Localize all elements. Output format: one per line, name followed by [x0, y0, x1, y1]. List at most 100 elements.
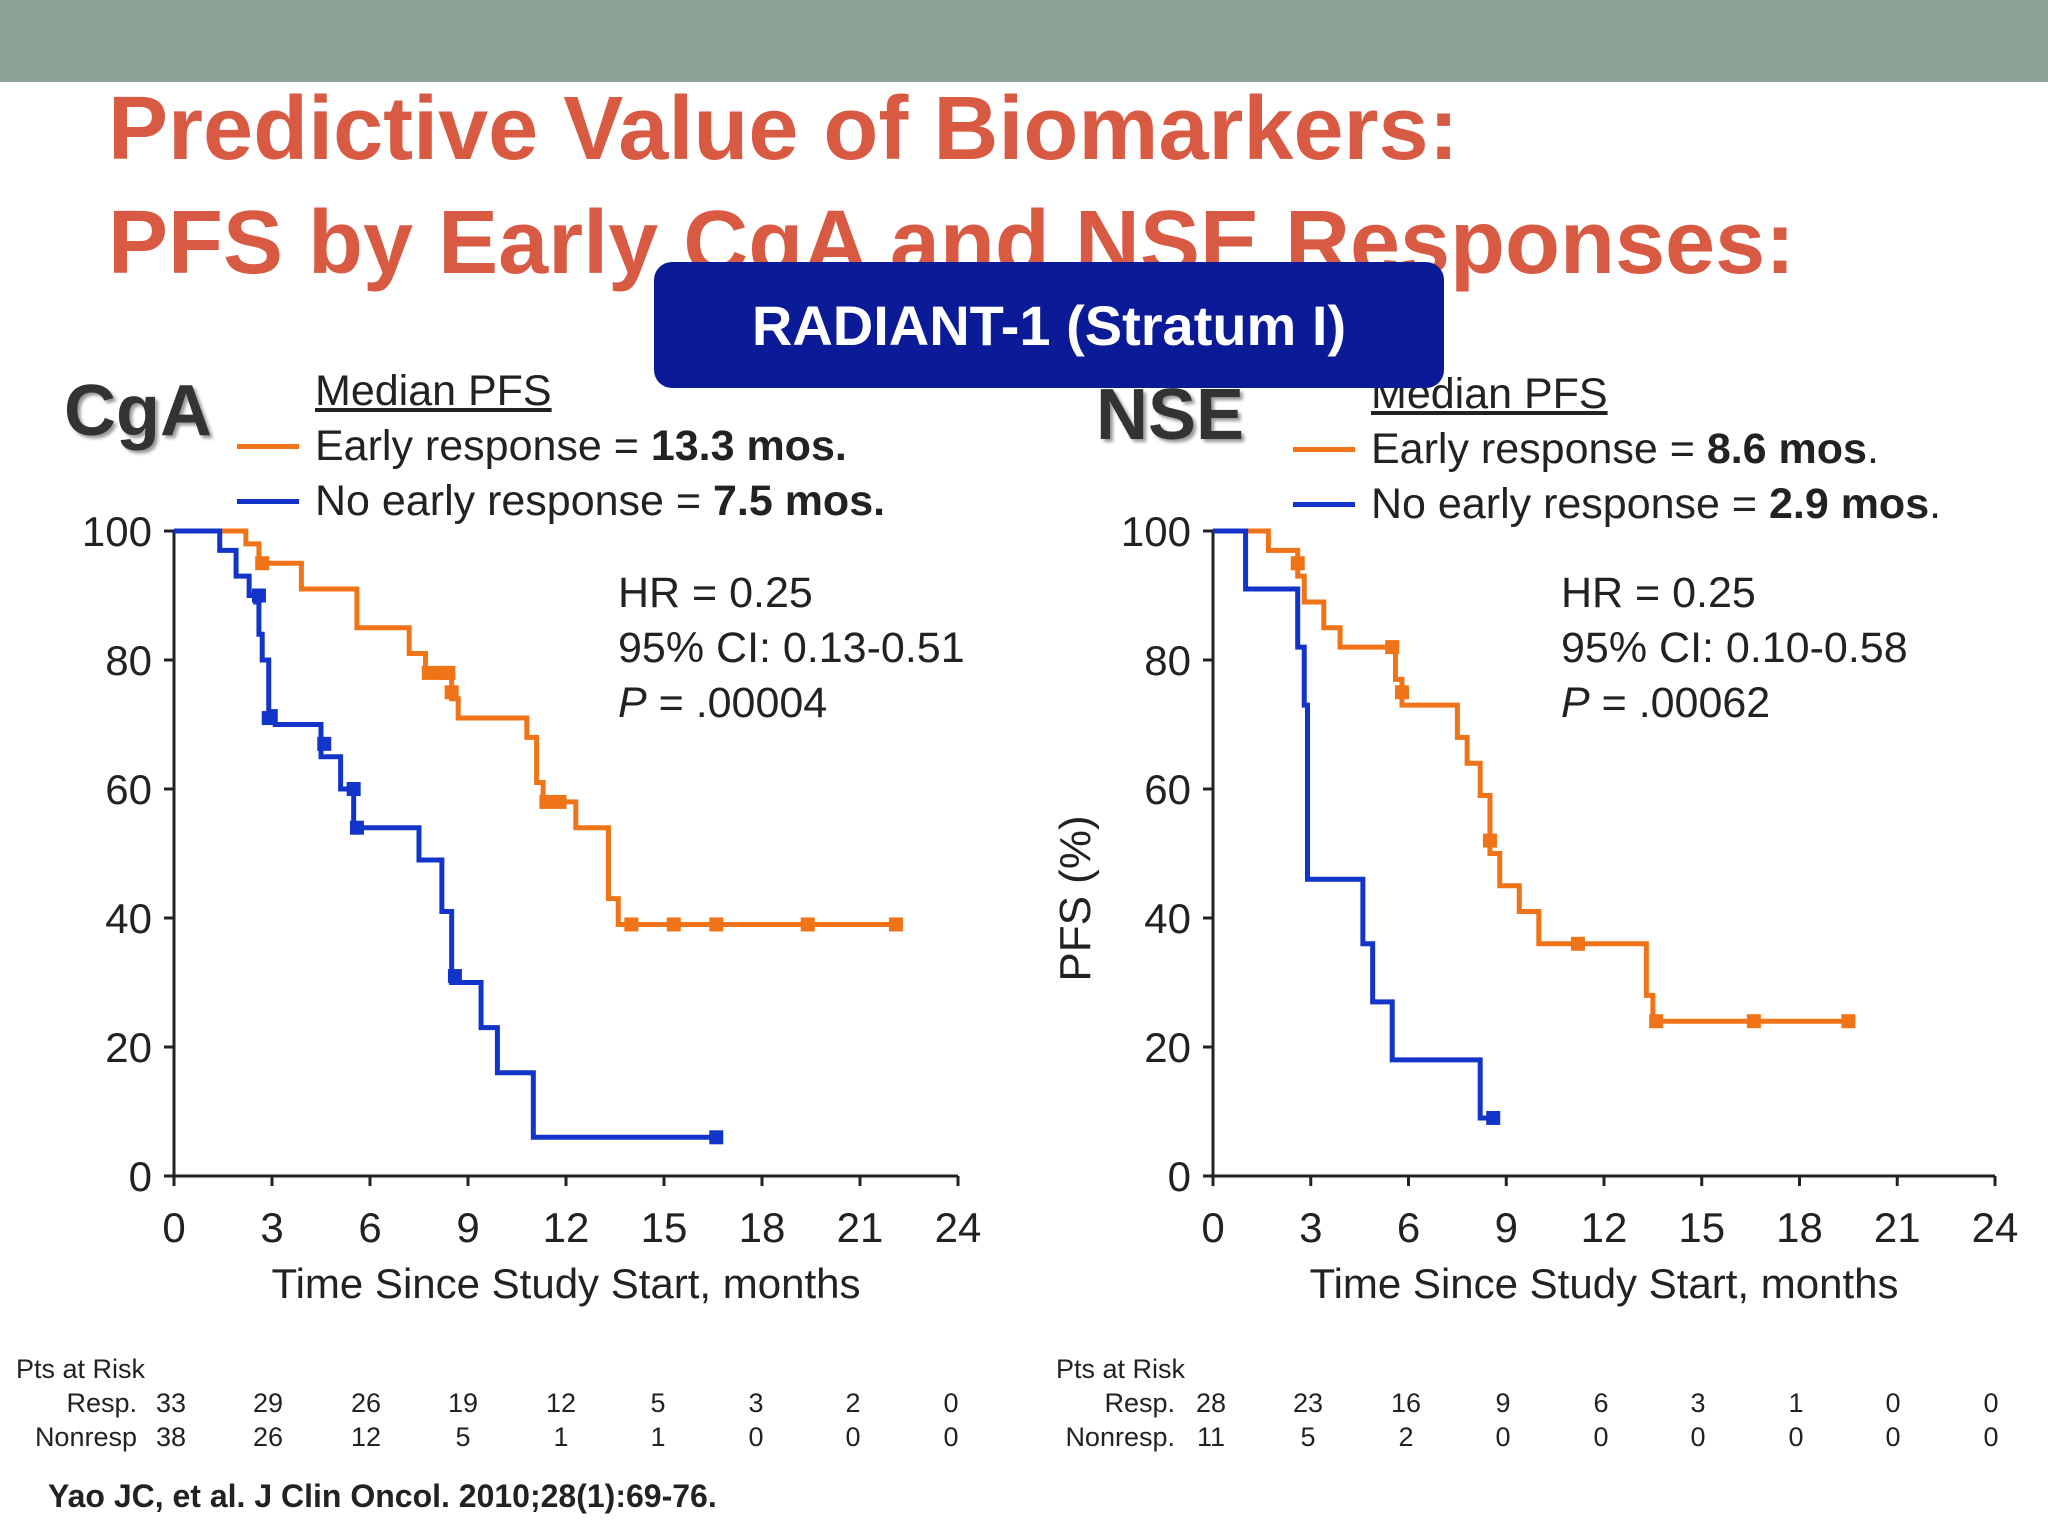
nse-legend-none-value: 2.9 mos — [1768, 480, 1930, 528]
x-tick-label: 12 — [543, 1204, 590, 1251]
blue-line-swatch — [237, 499, 299, 504]
censor-mark — [888, 917, 903, 932]
censor-mark — [1746, 1014, 1761, 1029]
censor-mark — [1570, 936, 1585, 951]
risk-value: 12 — [545, 1388, 577, 1418]
x-tick-label: 21 — [837, 1204, 884, 1251]
risk-value: 33 — [155, 1388, 187, 1418]
nse-legend-early-value: 8.6 mos — [1706, 425, 1867, 473]
risk-value: 0 — [1885, 1422, 1901, 1452]
y-tick-label: 40 — [1144, 895, 1191, 942]
hazard-ratio: HR = 0.25 — [1561, 569, 1756, 617]
censor-mark — [666, 917, 681, 932]
p-value-number: = .00062 — [1590, 679, 1771, 727]
risk-value: 11 — [1196, 1422, 1226, 1452]
y-tick-label: 0 — [129, 1153, 152, 1200]
risk-value: 5 — [650, 1388, 666, 1418]
censor-mark — [444, 685, 459, 700]
risk-value: 0 — [748, 1422, 764, 1452]
censor-mark — [1385, 640, 1400, 655]
x-tick-label: 9 — [1495, 1204, 1518, 1251]
risk-value: 2 — [845, 1388, 861, 1418]
x-tick-label: 24 — [1972, 1204, 2019, 1251]
x-axis-label: Time Since Study Start, months — [1309, 1260, 1898, 1307]
slide-title: Predictive Value of Biomarkers: PFS by E… — [108, 72, 1795, 300]
x-tick-label: 6 — [358, 1204, 381, 1251]
censor-mark — [709, 917, 724, 932]
p-value: P = .00062 — [1561, 679, 1770, 727]
p-value: P = .00004 — [618, 679, 827, 727]
risk-value: 29 — [252, 1388, 284, 1418]
risk-value: 38 — [155, 1422, 187, 1452]
censor-mark — [255, 556, 270, 571]
censor-mark — [261, 711, 276, 726]
nse-legend-none: No early response = 2.9 mos. — [1293, 477, 1942, 532]
risk-value: 23 — [1292, 1388, 1324, 1418]
y-tick-label: 60 — [105, 766, 152, 813]
citation: Yao JC, et al. J Clin Oncol. 2010;28(1):… — [48, 1478, 717, 1514]
censor-mark — [624, 917, 639, 932]
risk-value: 0 — [1885, 1388, 1901, 1418]
p-label: P — [1561, 679, 1590, 727]
risk-row-label: Resp. — [1104, 1388, 1175, 1418]
censor-mark — [349, 820, 364, 835]
censor-mark — [1482, 833, 1497, 848]
censor-mark — [1290, 556, 1305, 571]
x-tick-label: 0 — [1201, 1204, 1224, 1251]
risk-value: 0 — [1983, 1422, 1999, 1452]
risk-row-label: Nonresp — [34, 1422, 137, 1452]
risk-value: 1 — [553, 1422, 569, 1452]
risk-value: 19 — [447, 1388, 479, 1418]
x-tick-label: 24 — [935, 1204, 982, 1251]
censor-mark — [800, 917, 815, 932]
risk-value: 9 — [1495, 1388, 1511, 1418]
x-tick-label: 9 — [456, 1204, 479, 1251]
y-tick-label: 100 — [1121, 508, 1191, 555]
censor-mark — [317, 736, 332, 751]
title-line-1: Predictive Value of Biomarkers: — [108, 79, 1459, 179]
risk-value: 26 — [252, 1422, 284, 1452]
censor-mark — [539, 794, 554, 809]
risk-value: 6 — [1593, 1388, 1609, 1418]
cga-legend: Median PFS Early response = 13.3 mos. No… — [237, 364, 885, 529]
risk-table-title: Pts at Risk — [1056, 1354, 1186, 1384]
risk-value: 12 — [350, 1422, 382, 1452]
nse-legend-early: Early response = 8.6 mos. — [1293, 422, 1941, 477]
risk-value: 0 — [1983, 1388, 1999, 1418]
risk-value: 3 — [1690, 1388, 1706, 1418]
risk-value: 5 — [1300, 1422, 1316, 1452]
no-early-response-curve — [174, 528, 717, 1140]
top-bar — [0, 0, 2048, 82]
censor-mark — [447, 969, 462, 984]
y-tick-label: 100 — [82, 508, 152, 555]
cga-legend-early-value: 13.3 mos. — [650, 422, 847, 470]
x-tick-label: 18 — [739, 1204, 786, 1251]
risk-value: 3 — [748, 1388, 764, 1418]
no-early-response-curve — [1213, 528, 1494, 1121]
cga-legend-heading: Median PFS — [315, 367, 552, 415]
x-tick-label: 15 — [1678, 1204, 1725, 1251]
risk-value: 0 — [1593, 1422, 1609, 1452]
censor-mark — [552, 794, 567, 809]
early-response-curve — [1213, 528, 1849, 1024]
risk-row-label: Resp. — [66, 1388, 137, 1418]
cga-legend-early-text: Early response = — [315, 422, 651, 470]
risk-value: 16 — [1390, 1388, 1422, 1418]
nse-panel-label: NSE — [1096, 375, 1245, 455]
x-tick-label: 15 — [641, 1204, 688, 1251]
nse-legend-early-suffix: . — [1866, 425, 1879, 473]
y-axis-label: PFS (%) — [1051, 815, 1100, 981]
risk-value: 0 — [1788, 1422, 1804, 1452]
censor-mark — [1486, 1110, 1501, 1125]
nse-legend-none-suffix: . — [1929, 480, 1942, 528]
confidence-interval: 95% CI: 0.10-0.58 — [1561, 624, 1908, 672]
x-tick-label: 21 — [1874, 1204, 1921, 1251]
p-value-number: = .00004 — [647, 679, 828, 727]
y-tick-label: 80 — [105, 637, 152, 684]
censor-mark — [421, 665, 436, 680]
x-tick-label: 3 — [260, 1204, 283, 1251]
x-tick-label: 3 — [1299, 1204, 1322, 1251]
risk-value: 0 — [1690, 1422, 1706, 1452]
cga-km-chart: 0 3 6 9 12 15 18 21 24 0 20 40 60 80 100 Time Since Stu… — [82, 508, 981, 1307]
